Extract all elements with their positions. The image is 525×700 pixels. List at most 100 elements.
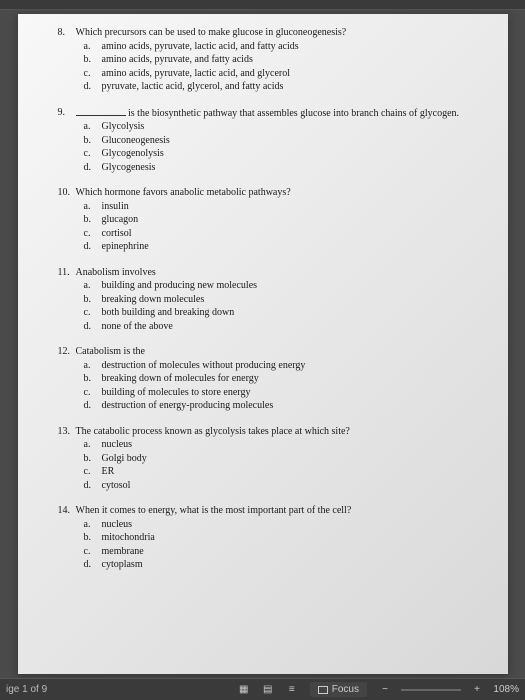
view-mode-icon-1[interactable]: ▦ xyxy=(234,682,254,698)
question-number: 13. xyxy=(58,425,76,439)
question-body: is the biosynthetic pathway that assembl… xyxy=(76,106,468,121)
option: d.cytosol xyxy=(84,479,468,493)
option-text: Glycogenesis xyxy=(102,161,156,175)
options-list: a.amino acids, pyruvate, lactic acid, an… xyxy=(58,40,468,94)
question-text: 10.Which hormone favors anabolic metabol… xyxy=(58,186,468,200)
option-letter: a. xyxy=(84,518,102,532)
option-text: epinephrine xyxy=(102,240,149,254)
option: d.none of the above xyxy=(84,320,468,334)
option: b.breaking down molecules xyxy=(84,293,468,307)
option-letter: a. xyxy=(84,359,102,373)
focus-icon xyxy=(318,686,328,694)
question: 8.Which precursors can be used to make g… xyxy=(58,26,468,94)
option-letter: d. xyxy=(84,558,102,572)
zoom-slider[interactable] xyxy=(401,689,461,691)
option-letter: a. xyxy=(84,200,102,214)
option-text: membrane xyxy=(102,545,144,559)
option: b.Golgi body xyxy=(84,452,468,466)
question-text: 13.The catabolic process known as glycol… xyxy=(58,425,468,439)
document-viewport: 8.Which precursors can be used to make g… xyxy=(0,10,525,678)
zoom-value-label: 108% xyxy=(489,684,519,695)
option-letter: b. xyxy=(84,134,102,148)
option-text: amino acids, pyruvate, lactic acid, and … xyxy=(102,67,291,81)
option-text: building of molecules to store energy xyxy=(102,386,251,400)
option-letter: c. xyxy=(84,67,102,81)
option: b.mitochondria xyxy=(84,531,468,545)
option-text: destruction of energy-producing molecule… xyxy=(102,399,274,413)
option-text: breaking down molecules xyxy=(102,293,205,307)
view-mode-icon-3[interactable]: ≡ xyxy=(282,682,302,698)
option: d.Glycogenesis xyxy=(84,161,468,175)
option: d.epinephrine xyxy=(84,240,468,254)
focus-mode-button[interactable]: Focus xyxy=(310,682,367,697)
option-letter: c. xyxy=(84,147,102,161)
option: c.both building and breaking down xyxy=(84,306,468,320)
option-letter: a. xyxy=(84,438,102,452)
question: 14.When it comes to energy, what is the … xyxy=(58,504,468,572)
option-letter: b. xyxy=(84,452,102,466)
zoom-out-button[interactable]: − xyxy=(375,682,395,698)
option-text: Glycolysis xyxy=(102,120,145,134)
question-number: 9. xyxy=(58,106,76,121)
options-list: a.insulinb.glucagonc.cortisold.epinephri… xyxy=(58,200,468,254)
options-list: a.Glycolysisb.Gluconeogenesisc.Glycogeno… xyxy=(58,120,468,174)
question-text: 8.Which precursors can be used to make g… xyxy=(58,26,468,40)
option: c.Glycogenolysis xyxy=(84,147,468,161)
option-letter: b. xyxy=(84,213,102,227)
option: b.Gluconeogenesis xyxy=(84,134,468,148)
option: b.breaking down of molecules for energy xyxy=(84,372,468,386)
focus-label: Focus xyxy=(332,684,359,695)
question-text: 11.Anabolism involves xyxy=(58,266,468,280)
option: a.insulin xyxy=(84,200,468,214)
zoom-in-button[interactable]: + xyxy=(467,682,487,698)
document-page: 8.Which precursors can be used to make g… xyxy=(18,14,508,674)
option: a.nucleus xyxy=(84,438,468,452)
status-bar: ige 1 of 9 ▦ ▤ ≡ Focus − + 108% xyxy=(0,678,525,700)
options-list: a.building and producing new moleculesb.… xyxy=(58,279,468,333)
option-text: pyruvate, lactic acid, glycerol, and fat… xyxy=(102,80,284,94)
option-text: insulin xyxy=(102,200,129,214)
question: 9. is the biosynthetic pathway that asse… xyxy=(58,106,468,175)
option-letter: c. xyxy=(84,545,102,559)
option-text: destruction of molecules without produci… xyxy=(102,359,306,373)
option-text: cortisol xyxy=(102,227,132,241)
option: b.glucagon xyxy=(84,213,468,227)
options-list: a.nucleusb.Golgi bodyc.ERd.cytosol xyxy=(58,438,468,492)
option-text: cytoplasm xyxy=(102,558,143,572)
top-toolbar xyxy=(0,0,525,10)
option: c.ER xyxy=(84,465,468,479)
question: 12.Catabolism is thea.destruction of mol… xyxy=(58,345,468,413)
option: d.pyruvate, lactic acid, glycerol, and f… xyxy=(84,80,468,94)
option-letter: d. xyxy=(84,161,102,175)
option-text: nucleus xyxy=(102,518,133,532)
question-text: 14.When it comes to energy, what is the … xyxy=(58,504,468,518)
question: 10.Which hormone favors anabolic metabol… xyxy=(58,186,468,254)
option-text: Gluconeogenesis xyxy=(102,134,170,148)
question-body: Anabolism involves xyxy=(76,266,468,280)
fill-in-blank xyxy=(76,106,126,116)
option: d.destruction of energy-producing molecu… xyxy=(84,399,468,413)
question-body: Which precursors can be used to make glu… xyxy=(76,26,468,40)
option-letter: b. xyxy=(84,53,102,67)
option: c.cortisol xyxy=(84,227,468,241)
question-text: 9. is the biosynthetic pathway that asse… xyxy=(58,106,468,121)
option: c.membrane xyxy=(84,545,468,559)
option-text: mitochondria xyxy=(102,531,155,545)
option: a.nucleus xyxy=(84,518,468,532)
option-text: amino acids, pyruvate, lactic acid, and … xyxy=(102,40,299,54)
option-letter: d. xyxy=(84,240,102,254)
option: c.building of molecules to store energy xyxy=(84,386,468,400)
option-letter: c. xyxy=(84,306,102,320)
option-letter: a. xyxy=(84,120,102,134)
view-mode-icon-2[interactable]: ▤ xyxy=(258,682,278,698)
option: b.amino acids, pyruvate, and fatty acids xyxy=(84,53,468,67)
option-letter: b. xyxy=(84,531,102,545)
option: a.amino acids, pyruvate, lactic acid, an… xyxy=(84,40,468,54)
option: c.amino acids, pyruvate, lactic acid, an… xyxy=(84,67,468,81)
option-letter: d. xyxy=(84,80,102,94)
option-text: both building and breaking down xyxy=(102,306,235,320)
option-letter: c. xyxy=(84,227,102,241)
option-text: none of the above xyxy=(102,320,173,334)
option-letter: b. xyxy=(84,372,102,386)
option-text: cytosol xyxy=(102,479,131,493)
